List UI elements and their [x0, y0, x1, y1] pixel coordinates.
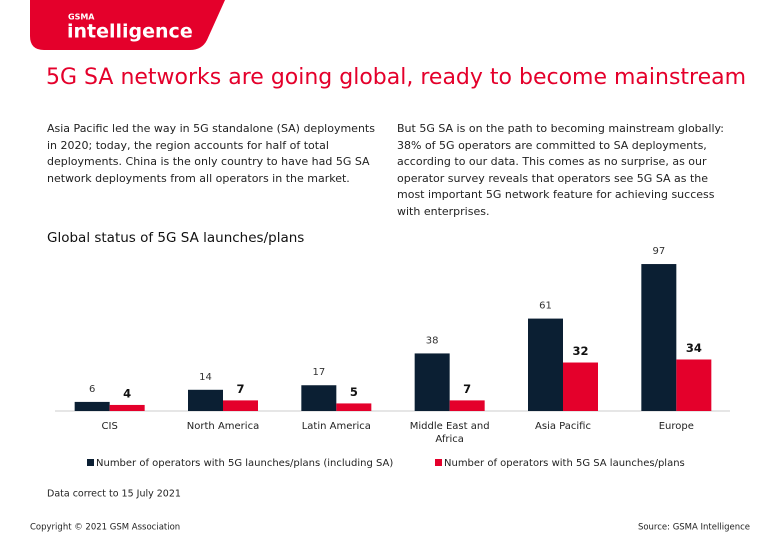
page-title: 5G SA networks are going global, ready t… — [46, 65, 746, 90]
value-label: 32 — [572, 344, 588, 358]
x-tick-label: Europe — [658, 421, 694, 432]
chart-title: Global status of 5G SA launches/plans — [47, 230, 304, 246]
bar — [528, 318, 563, 411]
x-tick-label: CIS — [101, 421, 118, 432]
legend-swatch — [87, 459, 94, 466]
source: Source: GSMA Intelligence — [638, 523, 750, 533]
copyright: Copyright © 2021 GSM Association — [30, 523, 180, 533]
legend-swatch — [435, 459, 442, 466]
x-tick-label: North America — [186, 421, 260, 432]
value-label: 7 — [236, 382, 244, 396]
legend-label: Number of operators with 5G launches/pla… — [96, 458, 393, 469]
bar — [336, 403, 372, 411]
value-label: 5 — [350, 385, 358, 399]
value-label: 61 — [539, 301, 552, 312]
x-tick-label: Middle East and Africa — [409, 421, 490, 445]
value-label: 4 — [123, 386, 131, 400]
bar — [414, 353, 450, 411]
logo-shape — [30, 0, 225, 50]
value-label: 17 — [312, 367, 325, 378]
bar — [223, 400, 258, 411]
bar — [641, 264, 677, 411]
bar — [109, 404, 145, 411]
value-label: 14 — [199, 372, 212, 383]
value-label: 6 — [89, 384, 95, 395]
brand-small: GSMA — [68, 13, 95, 22]
value-label: 7 — [463, 382, 471, 396]
bar — [74, 401, 110, 411]
bar — [188, 389, 223, 411]
paragraph: But 5G SA is on the path to becoming mai… — [397, 122, 724, 218]
note: Data correct to 15 July 2021 — [47, 489, 181, 500]
bar — [563, 362, 598, 411]
brand: intelligence — [67, 21, 193, 43]
bar — [301, 385, 337, 411]
paragraph: Asia Pacific led the way in 5G standalon… — [47, 122, 375, 185]
value-label: 38 — [426, 335, 439, 346]
x-tick-label: Latin America — [301, 421, 371, 432]
x-tick-label: Asia Pacific — [535, 421, 591, 432]
bar — [676, 359, 712, 411]
value-label: 97 — [652, 246, 665, 257]
bar — [449, 400, 485, 411]
value-label: 34 — [686, 341, 702, 355]
legend-label: Number of operators with 5G SA launches/… — [444, 458, 685, 469]
